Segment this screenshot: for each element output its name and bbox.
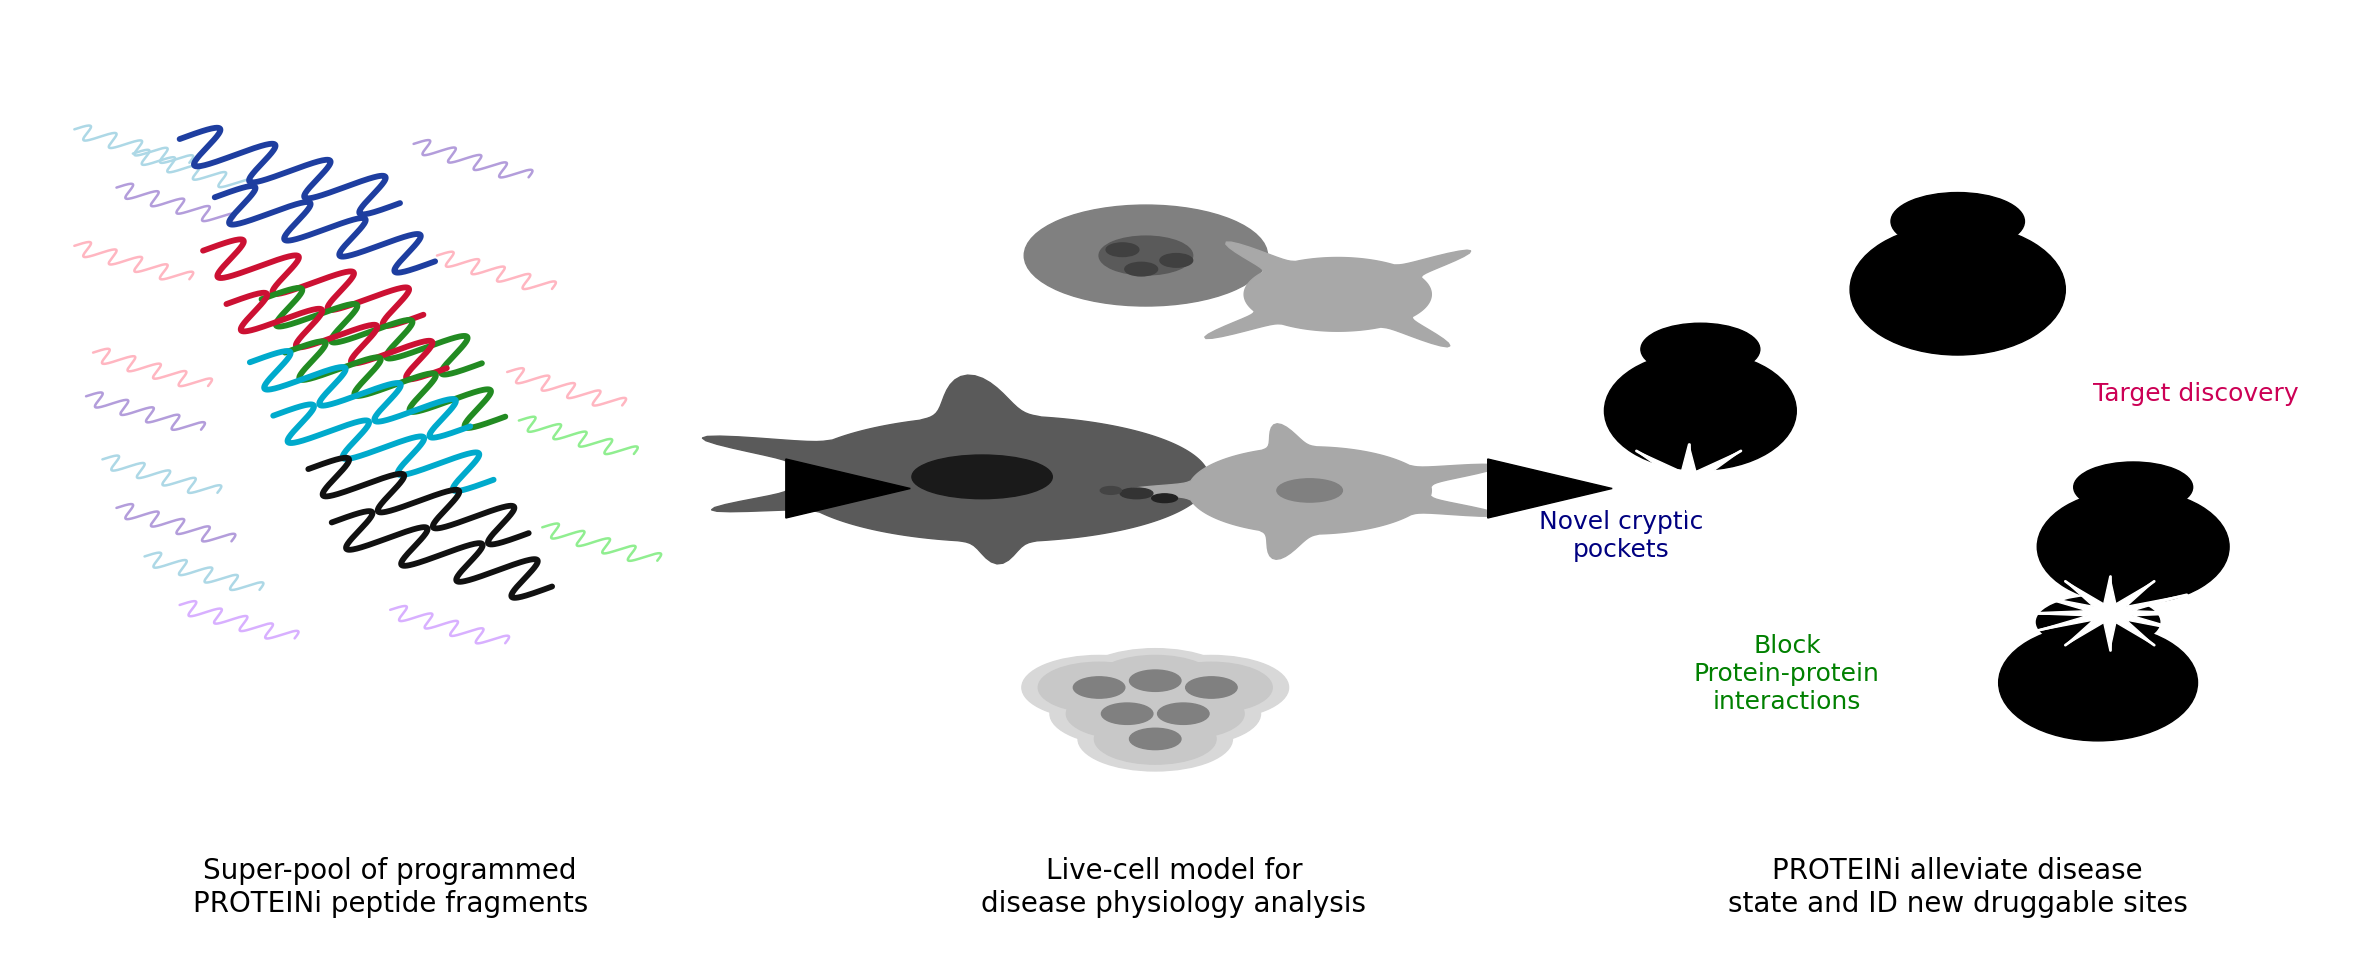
Circle shape: [1158, 703, 1210, 725]
Polygon shape: [1655, 372, 1747, 385]
Ellipse shape: [2000, 625, 2198, 741]
Ellipse shape: [2037, 597, 2160, 648]
Ellipse shape: [2037, 490, 2228, 604]
Polygon shape: [2051, 644, 2146, 657]
Circle shape: [1078, 649, 1233, 713]
Ellipse shape: [1641, 324, 1759, 376]
Ellipse shape: [1603, 352, 1797, 470]
Circle shape: [1129, 729, 1181, 750]
Circle shape: [1078, 707, 1233, 772]
Circle shape: [1049, 682, 1205, 746]
Circle shape: [1073, 677, 1125, 698]
Ellipse shape: [1891, 194, 2026, 251]
Circle shape: [1094, 656, 1217, 706]
Text: Live-cell model for
disease physiology analysis: Live-cell model for disease physiology a…: [981, 857, 1365, 916]
Text: Novel cryptic
pockets: Novel cryptic pockets: [1540, 510, 1702, 561]
Polygon shape: [1603, 444, 1773, 518]
Ellipse shape: [1120, 489, 1153, 499]
Polygon shape: [703, 376, 1290, 564]
Circle shape: [1134, 656, 1287, 720]
Circle shape: [1038, 662, 1160, 713]
Circle shape: [1023, 205, 1269, 307]
Circle shape: [1106, 244, 1139, 257]
Circle shape: [1094, 714, 1217, 765]
Circle shape: [1021, 656, 1177, 720]
Circle shape: [1186, 677, 1238, 698]
Polygon shape: [2021, 577, 2198, 650]
Ellipse shape: [1101, 487, 1122, 495]
Text: Super-pool of programmed
PROTEINi peptide fragments: Super-pool of programmed PROTEINi peptid…: [193, 857, 587, 916]
Text: PROTEINi alleviate disease
state and ID new druggable sites: PROTEINi alleviate disease state and ID …: [1728, 857, 2188, 916]
Ellipse shape: [1851, 225, 2066, 356]
Polygon shape: [1127, 424, 1497, 559]
Polygon shape: [785, 460, 910, 518]
Circle shape: [1101, 703, 1153, 725]
Text: Target discovery: Target discovery: [2094, 382, 2299, 406]
Ellipse shape: [2073, 463, 2193, 512]
Circle shape: [1160, 254, 1193, 268]
Ellipse shape: [913, 456, 1052, 499]
Circle shape: [1066, 689, 1188, 739]
Ellipse shape: [1151, 494, 1177, 503]
Text: Block
Protein-protein
interactions: Block Protein-protein interactions: [1693, 634, 1879, 713]
Circle shape: [1099, 237, 1193, 276]
Circle shape: [1125, 263, 1158, 277]
Circle shape: [1151, 662, 1273, 713]
Polygon shape: [1488, 460, 1613, 518]
Polygon shape: [1905, 245, 2009, 261]
Circle shape: [1122, 689, 1245, 739]
Circle shape: [1106, 682, 1262, 746]
Polygon shape: [2087, 509, 2179, 522]
Polygon shape: [1205, 243, 1471, 347]
Circle shape: [1129, 670, 1181, 691]
Ellipse shape: [1278, 479, 1342, 503]
